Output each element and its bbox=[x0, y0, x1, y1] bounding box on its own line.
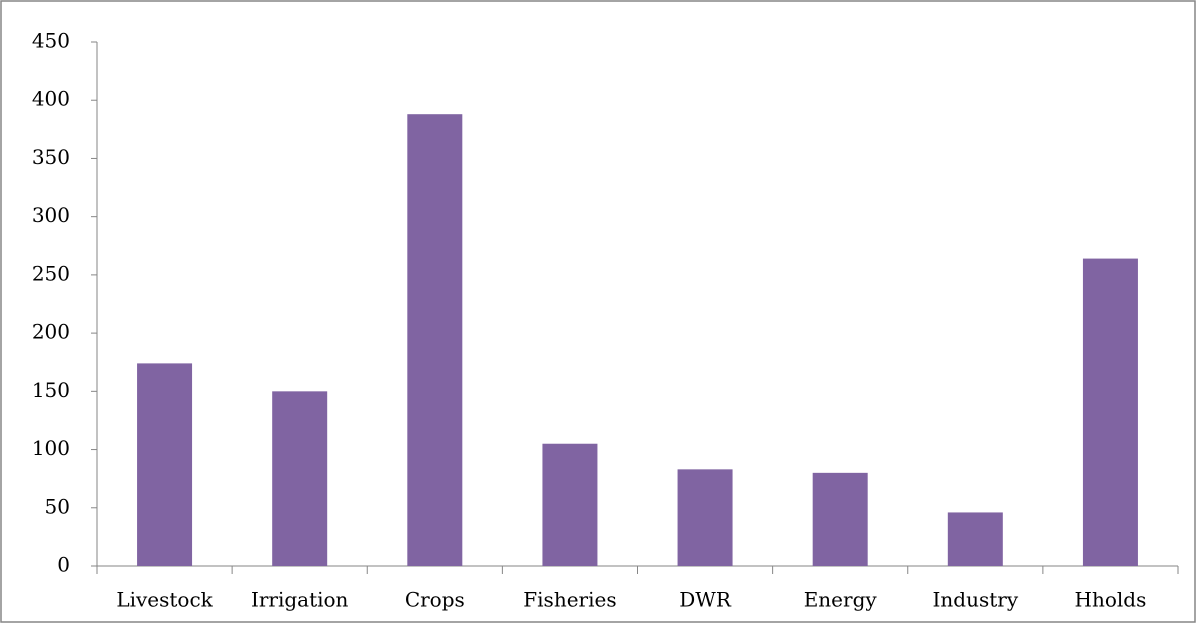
x-tick-label: Crops bbox=[405, 588, 465, 612]
x-tick-label: Fisheries bbox=[523, 588, 616, 612]
y-tick-label: 350 bbox=[32, 145, 70, 169]
bar bbox=[677, 469, 733, 566]
x-tick-label: Livestock bbox=[116, 588, 213, 612]
x-tick-label: Industry bbox=[933, 588, 1019, 612]
x-tick-label: Hholds bbox=[1075, 588, 1147, 612]
x-tick-label: DWR bbox=[679, 588, 732, 612]
y-tick-label: 50 bbox=[45, 494, 70, 518]
y-tick-label: 0 bbox=[57, 553, 70, 577]
y-tick-label: 100 bbox=[32, 436, 70, 460]
y-tick-label: 250 bbox=[32, 261, 70, 285]
bar bbox=[947, 512, 1003, 566]
x-tick-label: Irrigation bbox=[251, 588, 349, 612]
y-tick-label: 400 bbox=[32, 87, 70, 111]
bar bbox=[1082, 258, 1138, 566]
bar bbox=[137, 363, 193, 566]
y-tick-label: 300 bbox=[32, 203, 70, 227]
x-tick-label: Energy bbox=[804, 588, 878, 612]
bar bbox=[812, 472, 868, 566]
bar bbox=[272, 391, 328, 566]
bar bbox=[542, 443, 598, 566]
y-tick-label: 200 bbox=[32, 320, 70, 344]
y-tick-label: 150 bbox=[32, 378, 70, 402]
bar bbox=[407, 114, 463, 566]
y-tick-label: 450 bbox=[32, 29, 70, 53]
